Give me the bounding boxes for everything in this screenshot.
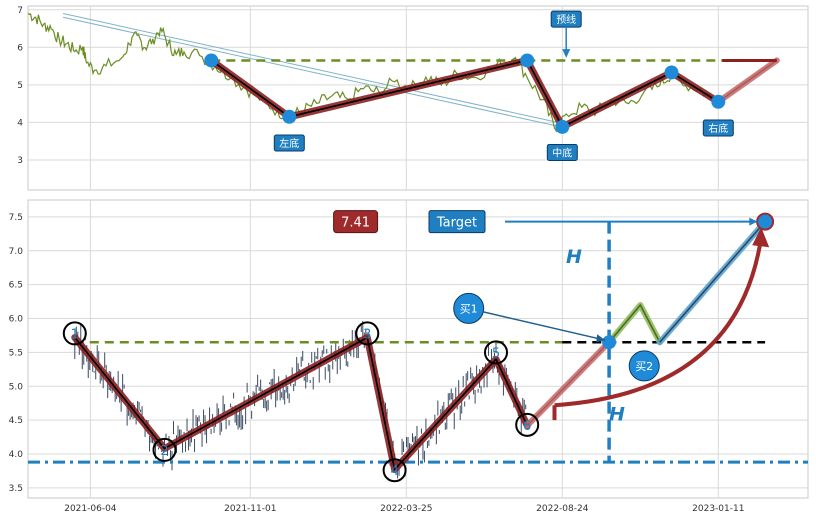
pivot-dot (520, 53, 535, 68)
x-tick-label: 2021-11-01 (224, 504, 276, 514)
annotation-label-box (702, 119, 734, 137)
pivot-dot (664, 65, 679, 80)
y-tick-label: 7 (17, 6, 23, 16)
y-tick-label: 3 (17, 156, 23, 166)
height-label: H (609, 403, 625, 425)
buy-label: 买1 (460, 302, 478, 315)
projection-line-core (526, 341, 610, 427)
price-label: 7.41 (341, 216, 370, 231)
height-label: H (566, 246, 582, 268)
target-path-core (659, 221, 766, 343)
x-tick-label: 2023-01-11 (692, 504, 744, 514)
y-tick-label: 3.5 (9, 484, 23, 494)
marker-label: 5 (492, 346, 500, 361)
target-box (428, 210, 486, 234)
y-tick-label: 6.0 (9, 315, 24, 325)
neckline-arrowhead (562, 49, 571, 58)
buy1-pointer-head (596, 334, 606, 343)
target-label: Target (436, 216, 477, 231)
pattern-line-core (210, 59, 719, 128)
projection-curve (554, 236, 764, 408)
marker-circle (62, 321, 87, 346)
marker-label: 3 (363, 327, 371, 342)
marker-circle (515, 412, 540, 437)
target-arrowhead (749, 217, 758, 226)
x-tick-label: 2022-03-25 (380, 504, 432, 514)
pivot-dot (555, 119, 570, 134)
pivot-dot (711, 94, 726, 109)
plot-frame (27, 5, 809, 191)
price-box (333, 210, 379, 234)
annotation-label: 右底 (708, 122, 728, 135)
buy-circle (628, 350, 660, 382)
y-tick-label: 6 (17, 43, 23, 53)
x-tick-label: 2021-06-04 (64, 504, 117, 514)
target-dot (756, 212, 775, 231)
projection-arrowhead (752, 227, 770, 248)
marker-circle (484, 340, 508, 365)
y-tick-label: 7.0 (9, 247, 24, 257)
pullback-line-core (608, 304, 661, 343)
annotation-label: 左底 (279, 137, 299, 150)
bottom-panel: 3.5 4.0 4.5 5.0 5.5 6.0 6.5 7.0 7.5 2021-06-04 202… (9, 199, 809, 514)
marker-label: 4 (390, 464, 398, 479)
buy-circle (453, 292, 485, 324)
y-tick-label: 4 (17, 118, 23, 128)
y-tick-label: 7.5 (9, 213, 23, 223)
marker-label: 1 (71, 327, 79, 342)
y-tick-label: 4.5 (9, 416, 23, 426)
y-tick-label: 5.0 (9, 382, 24, 392)
y-tick-label: 5.5 (9, 348, 23, 358)
annotation-label: 中底 (552, 146, 572, 159)
annotation-label-box (546, 143, 578, 161)
y-tick-label: 4.0 (9, 450, 24, 460)
x-tick-label: 2022-08-24 (536, 504, 589, 514)
projection-line-core (717, 59, 778, 103)
price-line (27, 12, 723, 133)
marker-label: 2 (160, 444, 168, 459)
buy1-pointer (482, 311, 606, 341)
pivot-dot (282, 109, 297, 124)
marker-label: 6 (523, 419, 531, 434)
marker-circle (382, 458, 407, 483)
buy-label: 买2 (635, 360, 653, 373)
trend-line (62, 16, 567, 129)
annotation-label: 预线 (556, 13, 576, 26)
trend-line (62, 13, 567, 125)
y-tick-label: 6.5 (9, 281, 23, 291)
annotation-label-box (273, 134, 305, 152)
pattern-line-core (74, 336, 528, 471)
breakout-dot (602, 335, 617, 350)
marker-circle (355, 321, 380, 346)
y-tick-label: 5 (17, 81, 23, 91)
marker-circle (152, 437, 177, 462)
pivot-dot (204, 53, 219, 68)
